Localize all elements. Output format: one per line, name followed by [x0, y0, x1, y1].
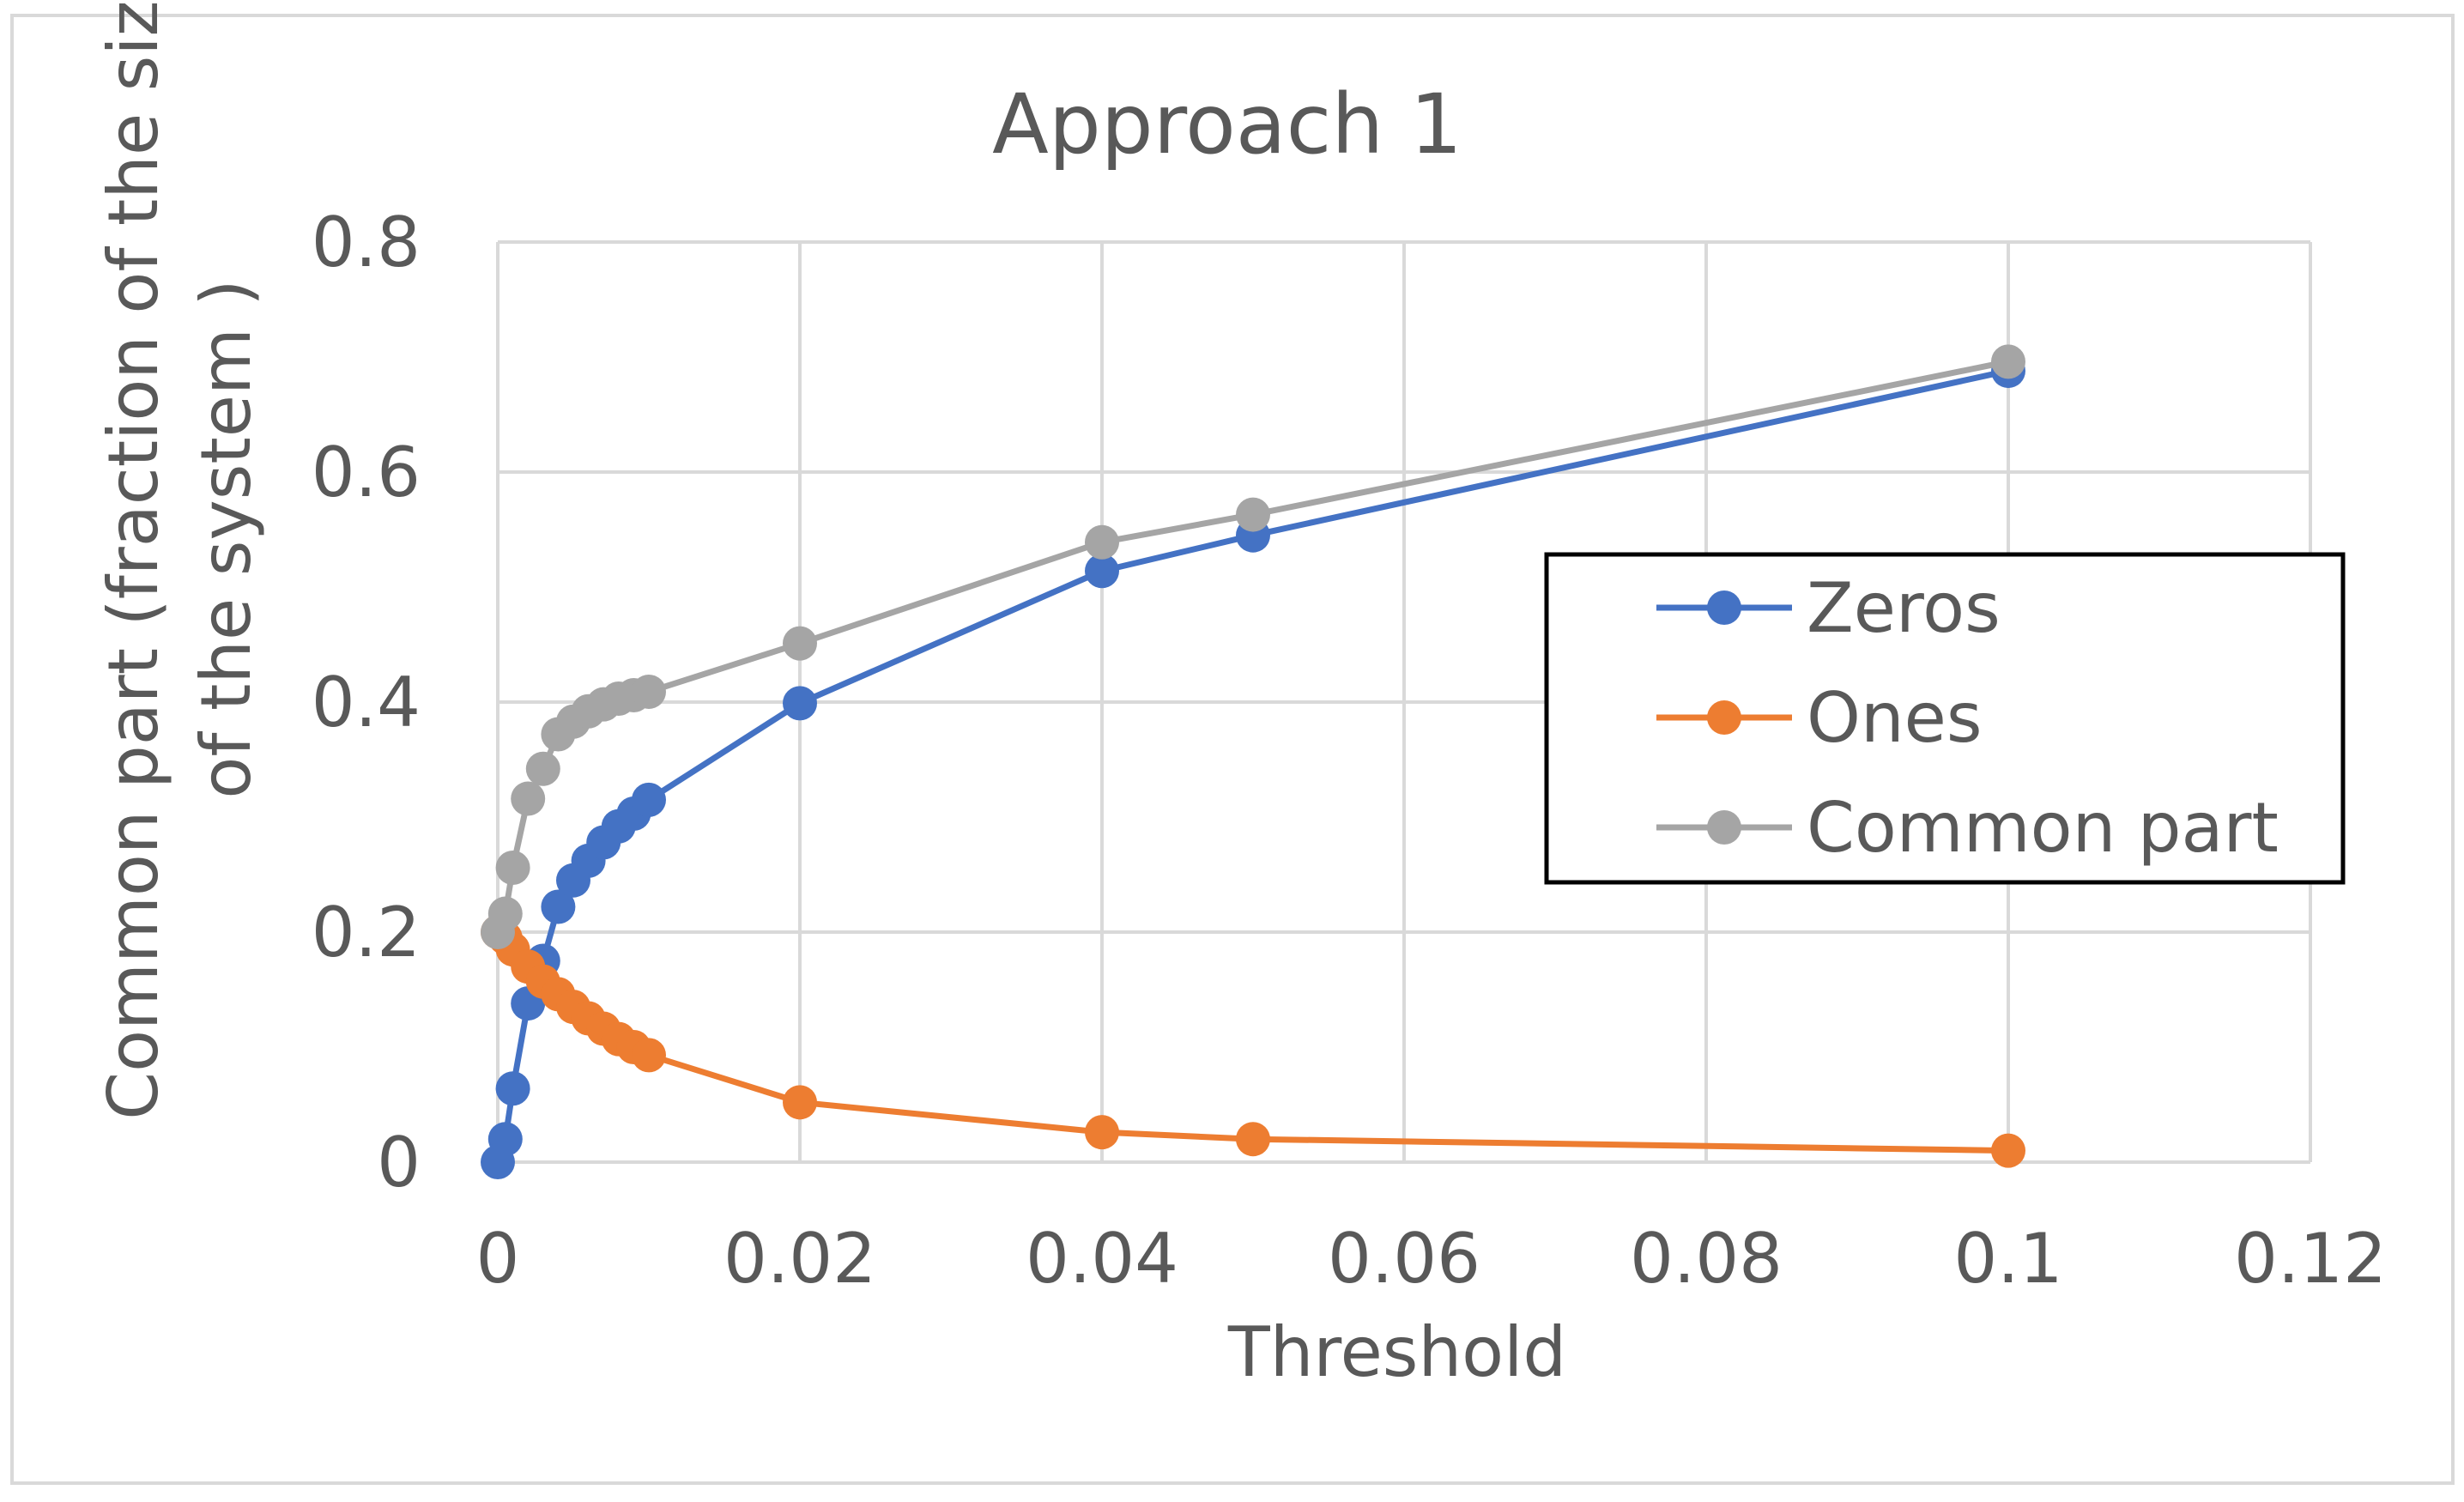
data-point-ones — [1085, 1115, 1119, 1150]
x-axis-title: Threshold — [1227, 1312, 1566, 1392]
data-point-common-part — [1991, 344, 2025, 379]
data-point-zeros — [487, 1122, 523, 1157]
data-point-common-part — [1236, 497, 1270, 532]
data-point-ones — [1236, 1122, 1270, 1157]
legend: Zeros Ones Common part — [1544, 552, 2346, 885]
x-tick-label: 0.12 — [2234, 1219, 2387, 1299]
data-point-zeros — [541, 889, 576, 924]
data-point-common-part — [632, 674, 666, 709]
data-point-common-part — [1085, 524, 1119, 560]
y-tick-label: 0.6 — [312, 433, 421, 512]
x-tick-label: 0.06 — [1328, 1219, 1480, 1299]
data-point-common-part — [783, 626, 817, 661]
data-point-ones — [783, 1085, 817, 1120]
y-axis-title-line-1: Common part (fraction of the size — [94, 0, 173, 1120]
series-group — [481, 344, 2025, 1179]
x-tick-label: 0.04 — [1026, 1219, 1178, 1299]
x-tick-label: 0 — [476, 1219, 520, 1299]
data-point-common-part — [525, 751, 560, 786]
legend-item-zeros: Zeros — [1656, 568, 2001, 648]
data-point-zeros — [783, 686, 817, 721]
legend-label: Common part — [1807, 788, 2279, 868]
legend-label: Zeros — [1807, 568, 2001, 648]
series-common-part — [481, 344, 2025, 949]
x-tick-label: 0.1 — [1953, 1219, 2062, 1299]
chart-title: Approach 1 — [992, 76, 1462, 173]
y-tick-label: 0.4 — [312, 663, 421, 742]
y-tick-label: 0.2 — [312, 893, 421, 972]
data-point-zeros — [495, 1071, 530, 1106]
data-point-common-part — [495, 850, 530, 885]
legend-item-ones: Ones — [1656, 678, 1983, 758]
data-point-ones — [632, 1038, 666, 1073]
data-point-common-part — [487, 896, 523, 931]
data-point-common-part — [511, 781, 546, 816]
axes: 0 0.02 0.04 0.06 0.08 0.1 0.12 0 0.2 0.4 0.6 0.8 — [312, 203, 2387, 1299]
y-axis-title: Common part (fraction of the size of the… — [94, 0, 266, 1120]
data-point-ones — [1991, 1133, 2025, 1168]
legend-label: Ones — [1807, 678, 1983, 758]
legend-swatch-marker — [1707, 591, 1741, 625]
x-tick-label: 0.02 — [723, 1219, 876, 1299]
y-tick-label: 0.8 — [312, 203, 421, 282]
legend-swatch-marker — [1707, 810, 1741, 845]
data-point-zeros — [632, 782, 666, 817]
legend-swatch-marker — [1707, 700, 1741, 735]
y-axis-title-line-2: of the system ) — [186, 279, 266, 798]
x-tick-label: 0.08 — [1630, 1219, 1783, 1299]
legend-item-common-part: Common part — [1656, 788, 2279, 868]
data-point-zeros — [1085, 554, 1119, 589]
y-tick-label: 0 — [377, 1123, 421, 1202]
